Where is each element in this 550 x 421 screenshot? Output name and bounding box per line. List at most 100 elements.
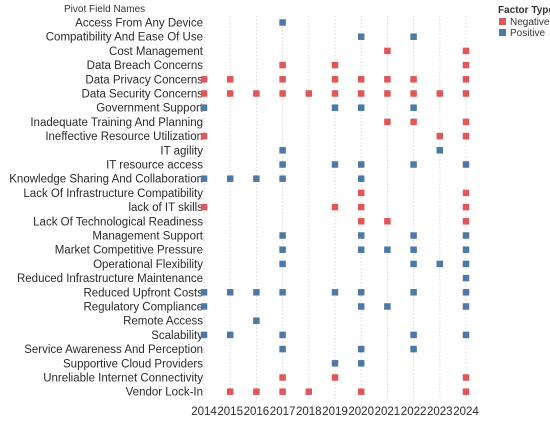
- positive-marker: [279, 232, 286, 239]
- positive-marker: [462, 303, 470, 310]
- negative-marker: [410, 90, 417, 97]
- negative-marker: [462, 218, 470, 225]
- positive-marker: [410, 331, 417, 339]
- legend-swatch-positive: [499, 29, 506, 36]
- year-tick-label: 2015: [217, 406, 243, 418]
- negative-marker: [462, 76, 470, 83]
- positive-marker: [462, 274, 470, 282]
- negative-marker: [331, 61, 339, 69]
- negative-marker: [436, 90, 444, 97]
- year-tick-label: 2023: [427, 406, 453, 418]
- row-label: Reduced Upfront Costs: [83, 287, 203, 299]
- negative-marker: [226, 90, 234, 97]
- negative-marker: [462, 388, 470, 395]
- positive-marker: [357, 360, 365, 367]
- row-label: Supportive Cloud Providers: [63, 358, 203, 370]
- row-label: Lack Of Technological Readiness: [33, 216, 203, 228]
- positive-marker: [279, 175, 286, 182]
- positive-marker: [357, 289, 365, 296]
- positive-marker: [279, 246, 286, 253]
- positive-marker: [410, 104, 417, 111]
- positive-marker: [200, 303, 208, 310]
- positive-marker: [410, 289, 417, 296]
- negative-marker: [305, 90, 313, 97]
- negative-marker: [384, 218, 391, 225]
- positive-marker: [410, 260, 417, 268]
- row-label: Management Support: [92, 231, 203, 243]
- positive-marker: [226, 331, 234, 339]
- negative-marker: [331, 203, 339, 211]
- row-label: Government Support: [96, 103, 204, 115]
- row-labels: Access From Any Device Compatibility And …: [9, 18, 204, 399]
- positive-marker: [226, 289, 234, 296]
- positive-marker: [200, 104, 208, 111]
- row-label: Cost Management: [109, 46, 204, 58]
- negative-marker: [462, 61, 470, 69]
- positive-marker: [357, 161, 365, 168]
- positive-marker: [410, 161, 417, 168]
- negative-marker: [462, 90, 470, 97]
- positive-marker: [436, 260, 444, 268]
- negative-marker: [331, 76, 339, 83]
- positive-marker: [462, 289, 470, 296]
- row-label: IT resource access: [106, 160, 203, 172]
- negative-marker: [462, 203, 470, 211]
- legend-title: Factor Type: [498, 5, 550, 16]
- negative-marker: [253, 90, 260, 97]
- row-label: Data Breach Concerns: [87, 60, 204, 72]
- legend-label-positive: Positive: [510, 28, 545, 39]
- row-label: Unreliable Internet Connectivity: [43, 373, 203, 385]
- row-label: Remote Access: [123, 316, 203, 328]
- positive-marker: [200, 175, 208, 182]
- positive-marker: [462, 161, 470, 168]
- negative-marker: [384, 90, 391, 97]
- positive-marker: [462, 260, 470, 268]
- negative-marker: [200, 132, 208, 140]
- row-label: Service Awareness And Perception: [24, 344, 203, 356]
- negative-marker: [384, 118, 391, 126]
- negative-marker: [357, 189, 365, 197]
- row-label: IT agility: [160, 145, 203, 157]
- year-tick-label: 2018: [296, 406, 322, 418]
- year-tick-label: 2020: [348, 406, 374, 418]
- legend-label-negative: Negative: [510, 17, 550, 28]
- year-tick-label: 2022: [401, 406, 427, 418]
- positive-marker: [410, 246, 417, 253]
- positive-marker: [331, 289, 339, 296]
- negative-marker: [226, 388, 234, 395]
- year-tick-label: 2017: [270, 406, 296, 418]
- row-label: Knowledge Sharing And Collaboration: [9, 174, 203, 186]
- positive-marker: [410, 232, 417, 239]
- year-tick-label: 2019: [322, 406, 348, 418]
- positive-marker: [462, 246, 470, 253]
- negative-marker: [279, 388, 286, 395]
- positive-marker: [357, 246, 365, 253]
- negative-marker: [200, 76, 208, 83]
- year-labels: 2014 2015 2016 2017 2018 2019 2020 2021 2022 2023…: [191, 406, 479, 418]
- negative-marker: [331, 374, 339, 381]
- row-label: Access From Any Device: [75, 18, 203, 30]
- year-tick-label: 2014: [191, 406, 217, 418]
- year-tick-label: 2016: [244, 406, 270, 418]
- row-label: Regulatory Compliance: [83, 302, 203, 314]
- positive-marker: [200, 331, 208, 339]
- negative-marker: [331, 90, 339, 97]
- positive-marker: [357, 175, 365, 182]
- negative-marker: [436, 132, 444, 140]
- positive-marker: [279, 331, 286, 339]
- positive-marker: [410, 345, 417, 353]
- year-tick-label: 2024: [453, 406, 479, 418]
- negative-marker: [357, 218, 365, 225]
- row-label: Operational Flexibility: [93, 259, 203, 271]
- positive-marker: [253, 317, 260, 324]
- negative-marker: [226, 76, 234, 83]
- row-label: Ineffective Resource Utilization: [45, 131, 203, 143]
- positive-marker: [226, 175, 234, 182]
- negative-marker: [200, 90, 208, 97]
- negative-marker: [384, 76, 391, 83]
- positive-marker: [436, 147, 444, 154]
- positive-marker: [357, 303, 365, 310]
